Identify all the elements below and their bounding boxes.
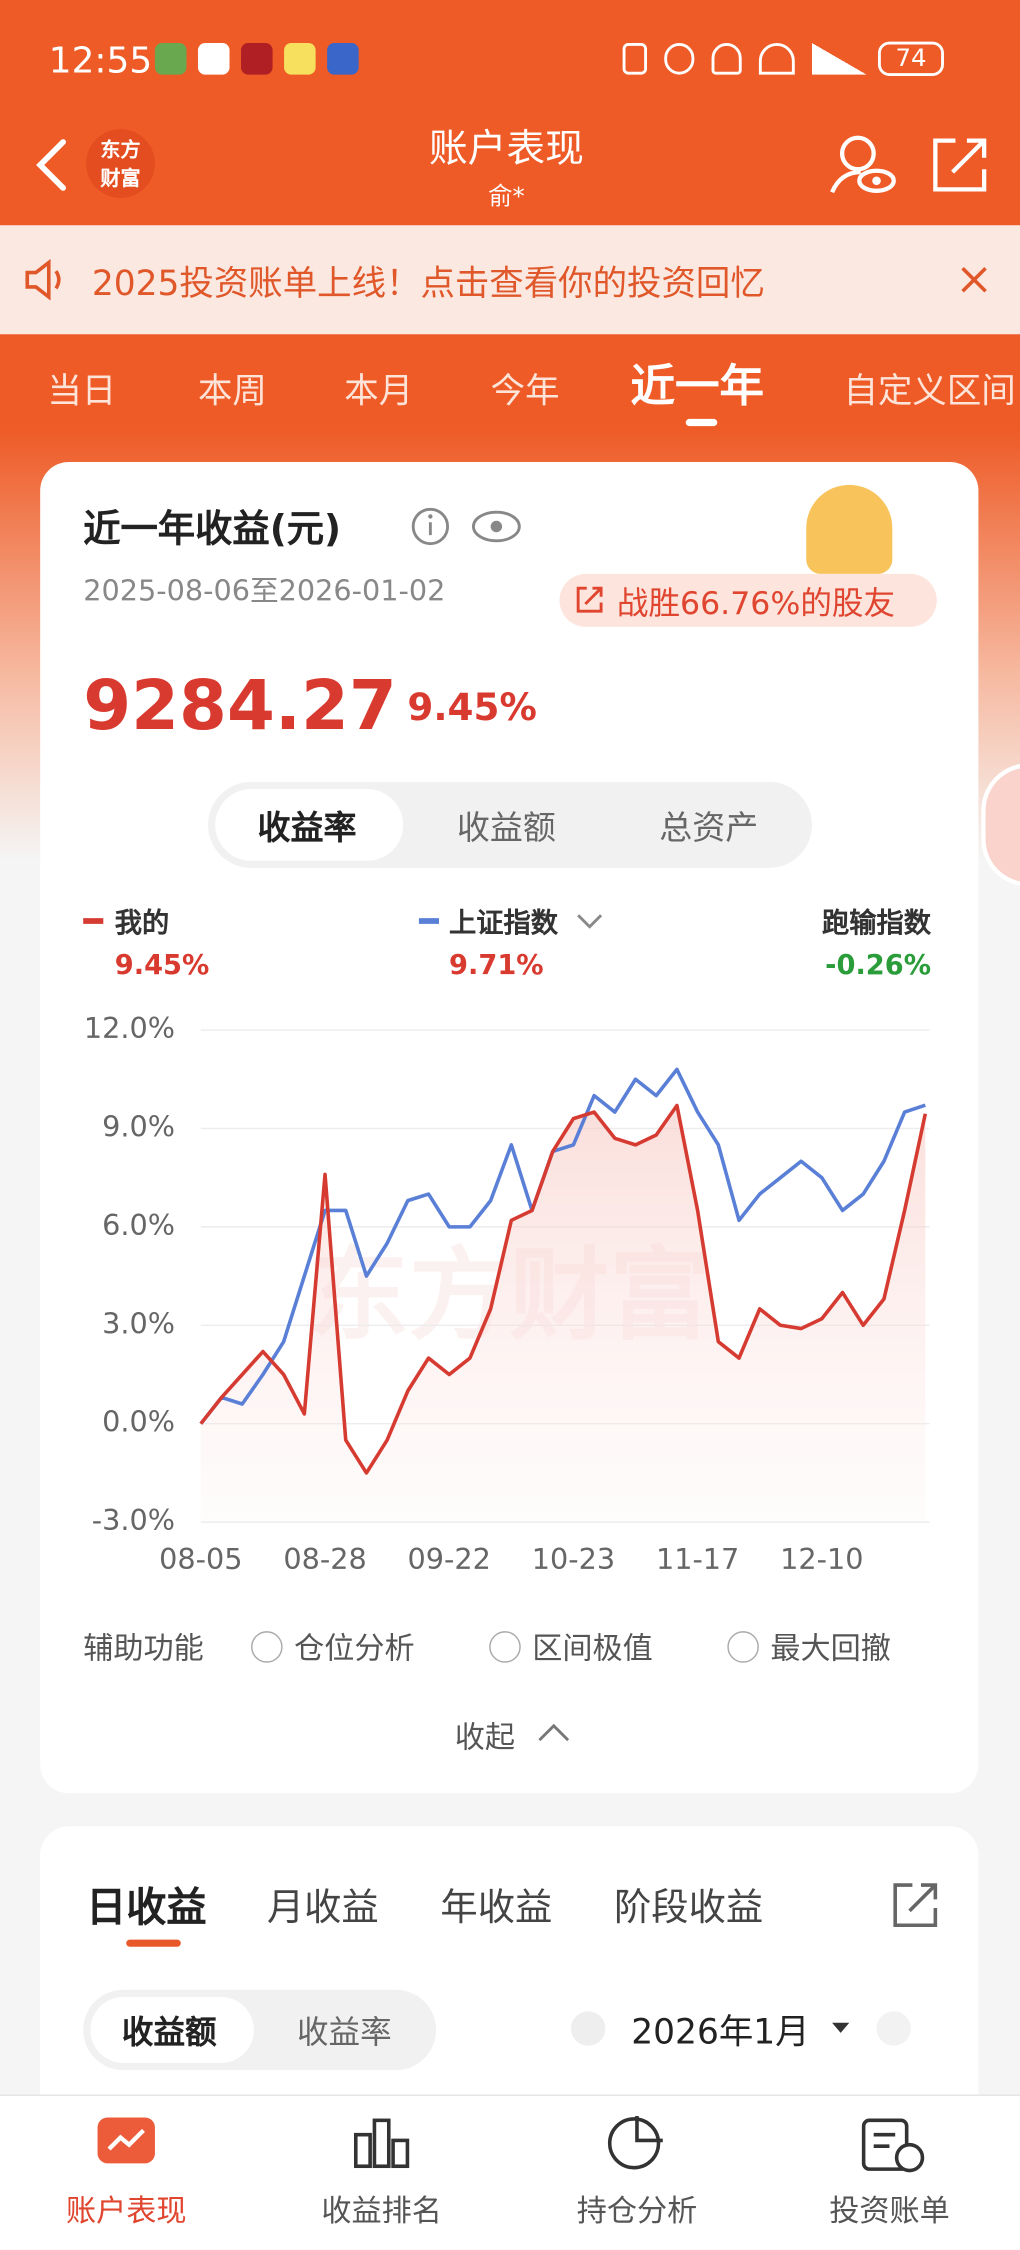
tab-indicator — [685, 418, 718, 427]
y-tick-label: 9.0% — [102, 1109, 175, 1143]
prev-month[interactable] — [570, 2011, 606, 2046]
month-picker[interactable]: 2026年1月 — [631, 2012, 810, 2053]
x-tick-label: 12-10 — [780, 1542, 863, 1576]
area-fill — [200, 1105, 926, 1523]
system-icons — [622, 43, 867, 75]
share-daily[interactable] — [889, 1879, 941, 1931]
period-tab[interactable]: 当日 — [47, 370, 117, 412]
daily-tab[interactable]: 阶段收益 — [614, 1887, 764, 1931]
series-line — [199, 1103, 928, 1475]
x-tick-label: 09-22 — [408, 1542, 491, 1576]
legend-label: 我的 — [114, 907, 170, 939]
period-tab[interactable]: 本月 — [344, 370, 414, 412]
page-title: 账户表现 — [428, 126, 584, 172]
legend-value: 9.45% — [114, 949, 210, 982]
legend-label[interactable]: 上证指数 — [449, 907, 559, 939]
period-tab[interactable]: 本周 — [197, 370, 267, 412]
date-range: 2025-08-06至2026-01-02 — [83, 573, 446, 608]
radio[interactable] — [727, 1631, 759, 1663]
profit-rate: 9.45% — [407, 687, 537, 731]
close-banner[interactable] — [958, 264, 990, 296]
share-button[interactable] — [930, 135, 990, 195]
month-dropdown[interactable] — [829, 2020, 852, 2034]
daily-tab-active[interactable]: 日收益 — [86, 1883, 207, 1931]
x-tick-label: 11-17 — [656, 1542, 739, 1576]
period-tab[interactable]: 自定义区间 — [843, 370, 1016, 412]
period-tab-active[interactable]: 近一年 — [630, 360, 764, 413]
info-eye-icons[interactable] — [410, 505, 525, 548]
status-time: 12:55 — [48, 39, 153, 82]
banner[interactable] — [0, 225, 1020, 335]
aux-label: 辅助功能 — [83, 1631, 204, 1666]
clap-icon — [806, 484, 893, 574]
performance-chart: 东方财富-3.0%0.0%3.0%6.0%9.0%12.0%08-0508-28… — [84, 1011, 930, 1576]
segment-item[interactable]: 收益率 — [257, 810, 357, 848]
summary-title: 近一年收益(元) — [83, 508, 342, 552]
privacy-button[interactable] — [826, 132, 898, 198]
nav-icon[interactable] — [605, 2112, 668, 2172]
beat-text[interactable]: 战胜66.76%的股友 — [616, 586, 896, 623]
nav-label-active[interactable]: 账户表现 — [65, 2193, 187, 2228]
legend-swatch — [83, 918, 104, 924]
total-profit: 9284.27 — [83, 665, 397, 746]
aux-option[interactable]: 最大回撤 — [770, 1631, 891, 1666]
battery — [877, 41, 944, 77]
aux-option[interactable]: 区间极值 — [532, 1631, 653, 1666]
toggle-item[interactable]: 收益额 — [121, 2015, 217, 2052]
toggle-active-bg — [90, 1996, 254, 2063]
legend-swatch — [418, 918, 439, 924]
bottom-nav — [0, 2094, 1020, 2250]
dropdown-icon[interactable] — [574, 910, 606, 933]
y-tick-label: 3.0% — [102, 1306, 175, 1340]
logo-text: 财富 — [100, 167, 141, 191]
speaker-icon — [25, 258, 61, 301]
radio[interactable] — [489, 1631, 521, 1663]
y-tick-label: 12.0% — [84, 1011, 175, 1045]
segment-item[interactable]: 收益额 — [456, 810, 556, 848]
banner-text[interactable]: 2025投资账单上线！点击查看你的投资回忆 — [91, 263, 765, 304]
daily-tab[interactable]: 年收益 — [440, 1887, 553, 1931]
toggle-item[interactable]: 收益率 — [296, 2015, 392, 2052]
segment-item[interactable]: 总资产 — [659, 810, 759, 848]
x-tick-label: 08-28 — [283, 1542, 366, 1576]
collapse-button[interactable]: 收起 — [454, 1720, 516, 1755]
y-tick-label: 6.0% — [102, 1208, 175, 1242]
excess-value: -0.26% — [825, 949, 932, 982]
y-tick-label: -3.0% — [92, 1503, 175, 1537]
x-tick-label: 10-23 — [532, 1542, 615, 1576]
radio[interactable] — [251, 1631, 283, 1663]
account-name: 俞* — [488, 182, 525, 212]
beat-badge[interactable] — [559, 573, 937, 627]
nav-icon[interactable] — [350, 2115, 413, 2172]
legend-value: 9.71% — [449, 949, 544, 982]
summary-card — [40, 461, 979, 1794]
excess-label: 跑输指数 — [822, 907, 932, 939]
daily-tab-indicator — [126, 1939, 181, 1947]
nav-icon[interactable] — [95, 2115, 158, 2172]
battery-level: 74 — [895, 44, 927, 74]
collapse-icon[interactable] — [535, 1722, 572, 1745]
notification-icons — [154, 43, 367, 77]
logo — [86, 129, 155, 198]
nav-label[interactable]: 持仓分析 — [576, 2193, 698, 2228]
nav-label[interactable]: 投资账单 — [829, 2193, 950, 2228]
nav-icon[interactable] — [858, 2112, 927, 2175]
segment-active-bg — [215, 789, 404, 861]
x-tick-label: 08-05 — [159, 1542, 242, 1576]
logo-text: 东方 — [100, 139, 141, 163]
period-tab[interactable]: 今年 — [490, 370, 560, 412]
daily-tab[interactable]: 月收益 — [266, 1887, 379, 1931]
next-month[interactable] — [876, 2011, 911, 2046]
aux-option[interactable]: 仓位分析 — [294, 1631, 415, 1666]
share-small — [576, 586, 603, 613]
nav-label[interactable]: 收益排名 — [321, 2193, 442, 2228]
y-tick-label: 0.0% — [102, 1405, 175, 1439]
back-button[interactable] — [29, 136, 72, 193]
